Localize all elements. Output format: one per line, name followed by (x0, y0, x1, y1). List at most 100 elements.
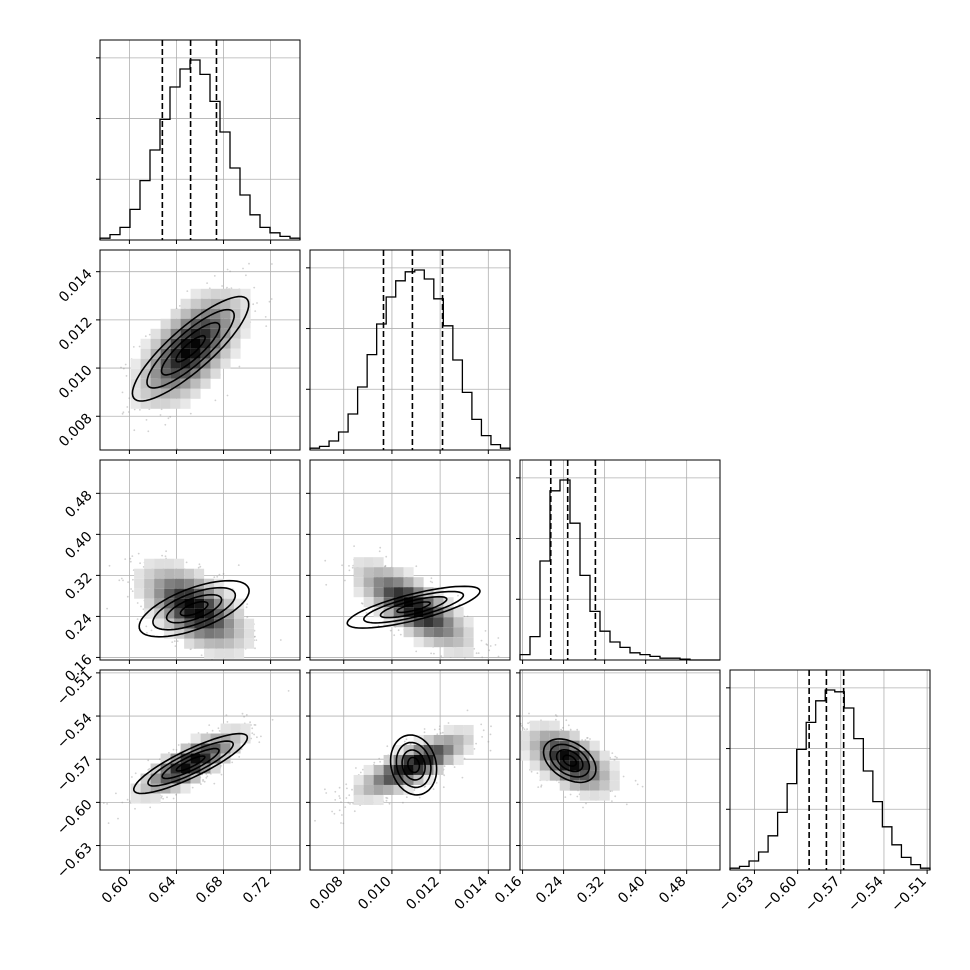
density-cell (140, 398, 151, 409)
sample-point (379, 546, 382, 549)
sample-point (489, 645, 492, 647)
sample-point (166, 796, 168, 799)
sample-point (147, 769, 150, 771)
density-cell (144, 568, 155, 579)
density-cell (150, 388, 161, 399)
sample-point (213, 782, 216, 785)
density-cell (140, 388, 151, 399)
density-cell (140, 338, 151, 349)
density-cell (529, 720, 540, 731)
density-cell (433, 627, 444, 638)
panel-frame (519, 669, 721, 871)
sample-point (132, 578, 134, 581)
density-cell (200, 328, 211, 339)
density-cell (463, 637, 474, 648)
density-cell (609, 780, 620, 791)
density-cell (170, 783, 181, 794)
sample-point (242, 267, 244, 270)
density-cell (220, 308, 231, 319)
contour-line (133, 732, 249, 795)
density-cell (150, 783, 161, 794)
sample-point (150, 629, 153, 632)
y-tick-label: 0.008 (56, 411, 96, 451)
sample-point (340, 822, 342, 824)
density-cell (154, 558, 165, 569)
sample-point (124, 558, 127, 560)
sample-point (423, 786, 426, 788)
density-cell (463, 627, 474, 638)
density-cell (200, 753, 211, 764)
sample-point (431, 581, 434, 584)
sample-point (522, 727, 524, 729)
sample-point (107, 822, 110, 824)
sample-point (361, 602, 364, 605)
density-cell (154, 608, 165, 619)
density-cell (559, 770, 570, 781)
sample-point (513, 743, 515, 745)
density-cell (363, 597, 374, 608)
density-cell (589, 780, 600, 791)
sample-point (200, 783, 202, 785)
density-cell (180, 298, 191, 309)
density-cell (569, 780, 580, 791)
sample-point (439, 732, 442, 734)
density-cell (170, 388, 181, 399)
sample-point (393, 634, 396, 637)
sample-point (500, 727, 502, 729)
density-cell (463, 647, 474, 658)
density-cell (373, 567, 384, 578)
density-cell (190, 358, 201, 369)
sample-point (226, 286, 228, 289)
density-cell (559, 740, 570, 751)
sample-point (142, 608, 145, 611)
density-cell (174, 578, 185, 589)
density-clip (310, 670, 510, 870)
density-cell (423, 754, 434, 765)
density-cell (363, 557, 374, 568)
sample-point (466, 709, 469, 712)
density-cell (190, 348, 201, 359)
histogram-series (99, 59, 301, 240)
density-cell (383, 597, 394, 608)
sample-point (174, 645, 177, 647)
density-cell (184, 638, 195, 649)
sample-point (172, 797, 175, 800)
density-cell (180, 398, 191, 409)
sample-point (176, 448, 178, 450)
density-cell (443, 597, 454, 608)
sample-point (230, 287, 233, 290)
sample-point (125, 375, 128, 377)
density-cell (383, 754, 394, 765)
sample-point (463, 615, 466, 618)
histogram-series (729, 689, 931, 870)
sample-point (162, 797, 165, 800)
y-tick-label: 0.012 (56, 314, 96, 354)
sample-point (126, 798, 129, 801)
sample-point (176, 640, 179, 642)
density-cell (204, 588, 215, 599)
sample-point (218, 573, 221, 576)
density-cell (154, 618, 165, 629)
sample-point (238, 756, 241, 758)
density-cell (230, 298, 241, 309)
hist-panel-3 (726, 669, 931, 874)
sample-point (441, 731, 444, 734)
sample-point (569, 728, 572, 731)
density-cell (393, 784, 404, 795)
density-cell (539, 760, 550, 771)
density-cell (549, 720, 560, 731)
sample-point (555, 718, 557, 721)
density-cell (170, 308, 181, 319)
density-cell (144, 608, 155, 619)
sample-point (148, 474, 150, 476)
sample-point (149, 806, 152, 809)
density-cell (160, 328, 171, 339)
density-cell (244, 618, 255, 629)
sample-point (117, 817, 119, 820)
contour-line (562, 754, 578, 767)
panel-frame (309, 669, 511, 871)
density-cell (184, 628, 195, 639)
sample-point (634, 779, 637, 782)
density-cell (443, 607, 454, 618)
sample-point (164, 555, 167, 558)
